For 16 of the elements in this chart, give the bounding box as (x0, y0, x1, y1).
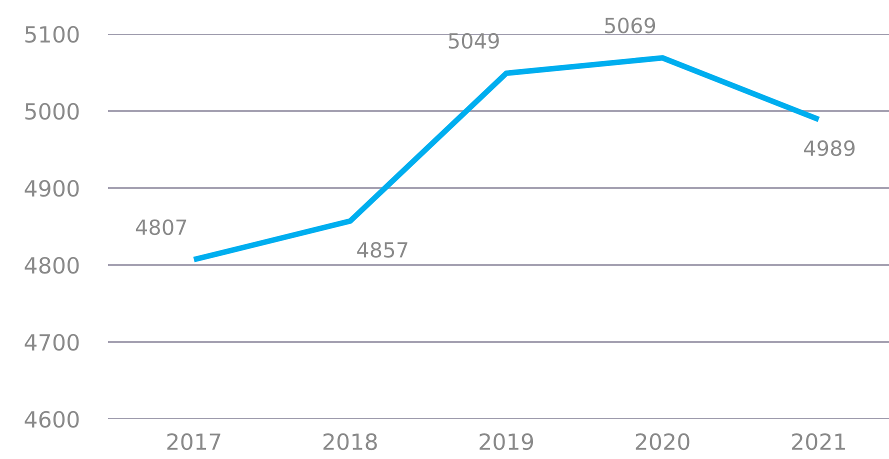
y-tick-label: 4900 (24, 180, 79, 197)
data-label: 4857 (357, 242, 408, 258)
data-label: 5069 (605, 18, 656, 34)
x-tick-label: 2021 (792, 433, 845, 450)
data-label: 4989 (804, 140, 855, 156)
y-tick-label: 5100 (25, 26, 79, 43)
data-label: 4807 (136, 219, 186, 236)
y-tick-label: 4800 (24, 256, 79, 274)
data-label: 5049 (448, 33, 499, 49)
y-tick-label: 5000 (25, 102, 79, 120)
x-tick-label: 2019 (480, 433, 534, 450)
x-tick-label: 2017 (167, 433, 220, 450)
x-tick-label: 2018 (323, 433, 377, 450)
x-tick-label: 2020 (636, 433, 690, 450)
y-tick-label: 4600 (24, 410, 79, 428)
y-tick-label: 4700 (24, 334, 79, 351)
